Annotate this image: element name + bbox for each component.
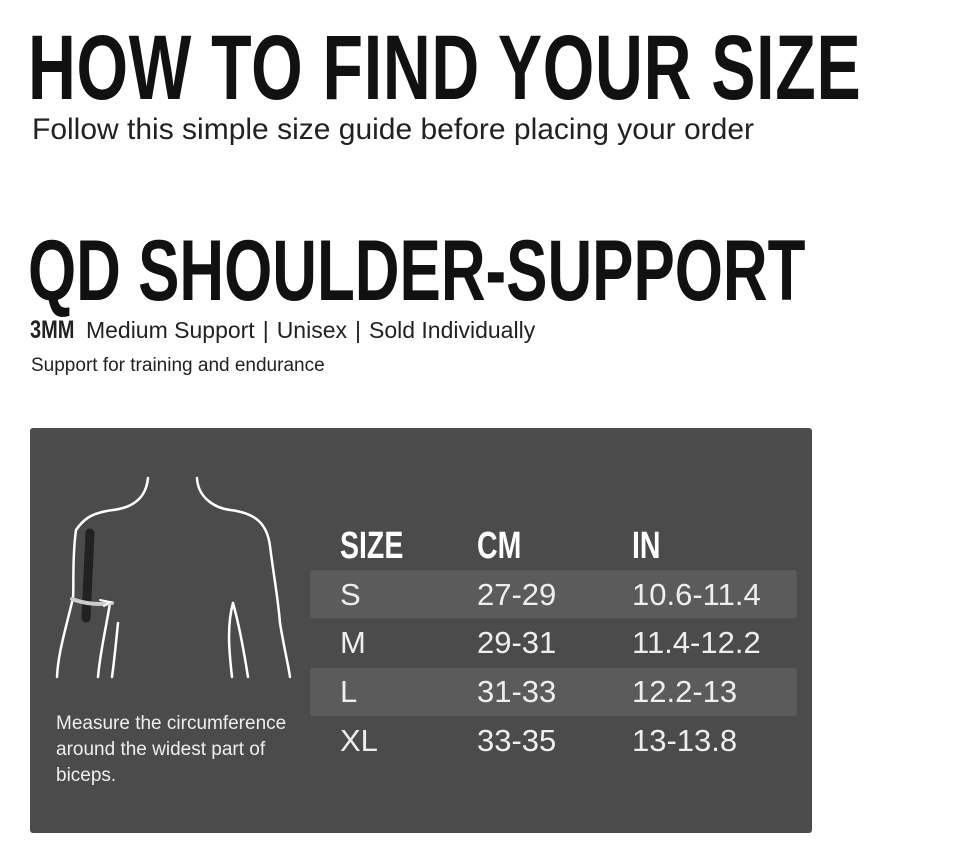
page-title: HOW TO FIND YOUR SIZE	[28, 17, 862, 119]
measure-instruction: Measure the circumference around the wid…	[56, 713, 287, 786]
fit: Unisex	[276, 317, 347, 343]
size-cell: XL	[340, 723, 378, 758]
size-chart-panel: Measure the circumference around the wid…	[30, 428, 812, 833]
in-cell: 11.4-12.2	[632, 625, 761, 660]
thickness: 3MM	[30, 316, 75, 344]
in-cell: 12.2-13	[632, 674, 738, 709]
row-highlight	[310, 668, 797, 716]
size-cell: M	[340, 625, 366, 660]
header-size: SIZE	[340, 525, 404, 567]
support-level: Medium Support	[85, 317, 255, 343]
tagline: Support for training and endurance	[31, 355, 325, 376]
header-cm: CM	[477, 525, 522, 567]
product-name: QD SHOULDER-SUPPORT	[28, 223, 806, 319]
size-cell: S	[340, 577, 361, 612]
cm-cell: 33-35	[477, 723, 557, 758]
subtitle: Follow this simple size guide before pla…	[32, 113, 755, 146]
size-cell: L	[340, 674, 358, 709]
in-cell: 13-13.8	[632, 723, 738, 758]
header-in: IN	[632, 525, 661, 567]
in-cell: 10.6-11.4	[632, 577, 761, 612]
cm-cell: 27-29	[477, 577, 557, 612]
sold-info: Sold Individually	[368, 317, 536, 343]
cm-cell: 29-31	[477, 625, 557, 660]
upper-body-biceps-measure-icon	[55, 476, 292, 679]
row-highlight	[310, 570, 797, 618]
product-specs: 3MM Medium Support | Unisex | Sold Individua…	[30, 316, 536, 344]
cm-cell: 31-33	[477, 674, 557, 709]
